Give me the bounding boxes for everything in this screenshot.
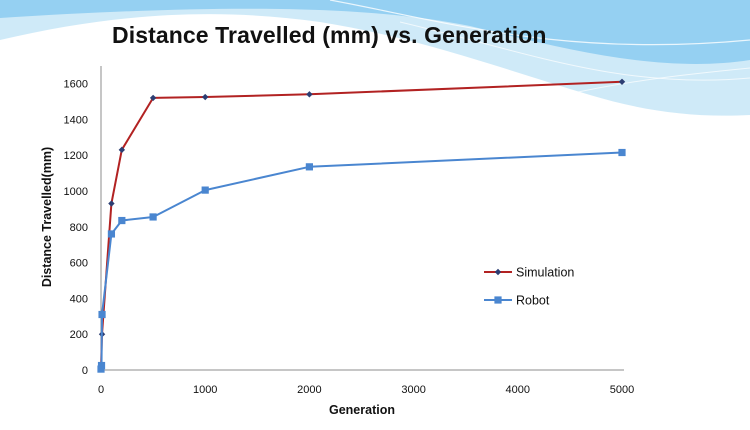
robot-point bbox=[118, 216, 126, 225]
robot-point bbox=[305, 163, 313, 171]
simulation-point bbox=[108, 200, 115, 207]
robot-series-line bbox=[100, 151, 623, 370]
robot-point bbox=[149, 213, 157, 221]
robot-legend-marker bbox=[494, 296, 502, 304]
simulation-legend-label: Simulation bbox=[516, 266, 574, 280]
y-tick-label: 800 bbox=[70, 222, 88, 234]
x-tick-label: 4000 bbox=[506, 384, 530, 396]
simulation-point bbox=[618, 78, 626, 86]
y-tick-label: 0 bbox=[82, 365, 88, 377]
y-tick-labels: 0 200 400 600 800 1000 1200 1400 1600 bbox=[64, 79, 88, 377]
series-group bbox=[97, 78, 626, 373]
y-tick-label: 200 bbox=[70, 329, 88, 341]
simulation-point bbox=[149, 94, 157, 102]
x-tick-label: 5000 bbox=[610, 384, 634, 396]
x-tick-label: 1000 bbox=[193, 384, 217, 396]
x-tick-labels: 0 1000 2000 3000 4000 5000 bbox=[98, 384, 634, 396]
robot-legend-label: Robot bbox=[516, 294, 550, 308]
y-tick-label: 1400 bbox=[64, 114, 88, 126]
legend: Simulation Robot bbox=[484, 266, 574, 308]
x-tick-label: 0 bbox=[98, 384, 104, 396]
x-tick-label: 2000 bbox=[297, 384, 321, 396]
robot-point bbox=[618, 148, 626, 157]
simulation-point bbox=[202, 93, 209, 101]
robot-point bbox=[97, 361, 106, 370]
y-tick-label: 1000 bbox=[64, 186, 88, 198]
y-tick-label: 1200 bbox=[64, 150, 88, 162]
x-tick-label: 3000 bbox=[401, 384, 425, 396]
chart-title: Distance Travelled (mm) vs. Generation bbox=[112, 22, 547, 48]
simulation-point bbox=[306, 91, 313, 98]
y-axis-title: Distance Travelled(mm) bbox=[40, 147, 54, 287]
y-tick-label: 1600 bbox=[64, 79, 88, 91]
x-axis-title: Generation bbox=[329, 403, 395, 417]
robot-point bbox=[107, 230, 116, 238]
simulation-point bbox=[118, 146, 126, 154]
y-tick-label: 400 bbox=[70, 293, 88, 305]
y-tick-label: 600 bbox=[70, 258, 88, 270]
robot-point bbox=[201, 186, 209, 194]
robot-point bbox=[98, 310, 106, 319]
simulation-series-line bbox=[100, 80, 623, 370]
simulation-legend-marker bbox=[494, 268, 502, 276]
